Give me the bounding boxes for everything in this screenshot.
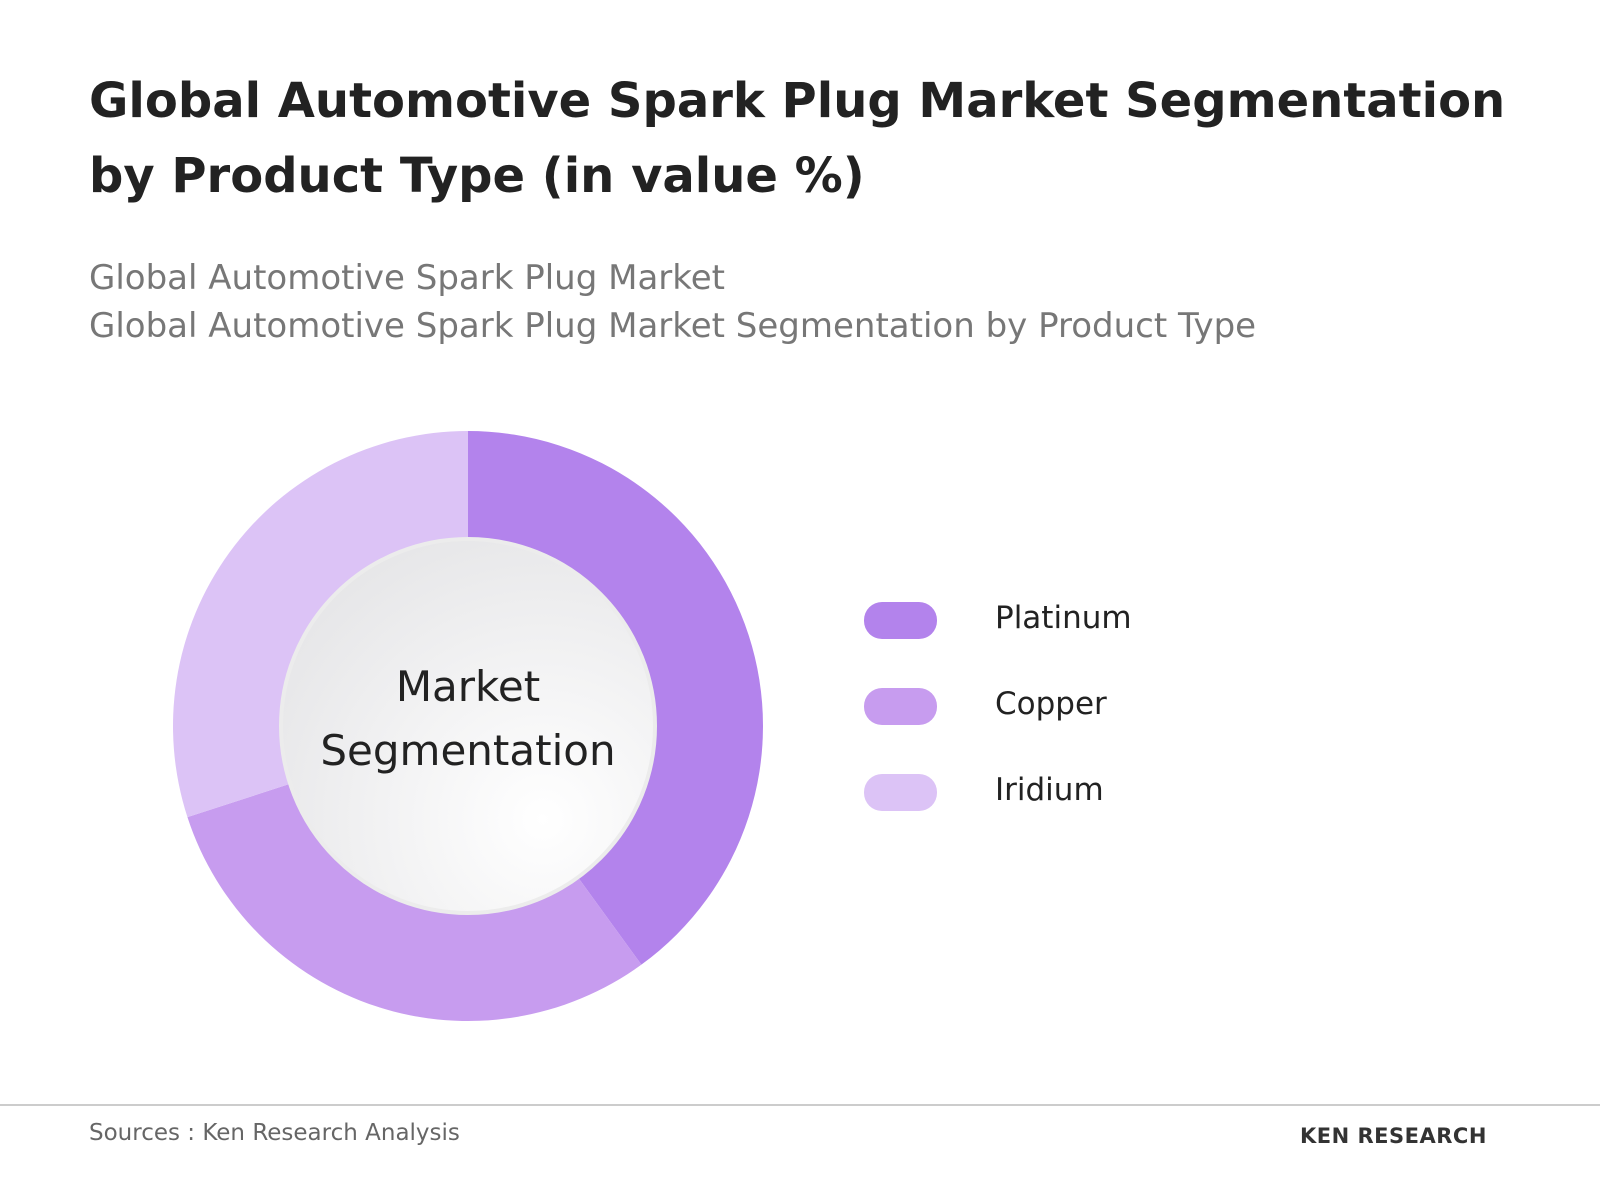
source: Sources : Ken Research Analysis bbox=[89, 1120, 460, 1146]
legend-label: Iridium bbox=[995, 772, 1104, 808]
legend-label: Platinum bbox=[995, 600, 1132, 636]
logo: KEN RESEARCH bbox=[1300, 1124, 1487, 1148]
donut bbox=[172, 431, 764, 1021]
subtitle: Global Automotive Spark Plug Market Segm… bbox=[89, 306, 1257, 346]
donut-segment bbox=[187, 783, 642, 1021]
legend-label: Copper bbox=[995, 686, 1107, 722]
legend-swatch bbox=[864, 774, 937, 811]
center-label: Market Segmentation bbox=[320, 662, 616, 775]
legend-swatch bbox=[864, 688, 937, 725]
donut-segment bbox=[172, 431, 468, 818]
subtitle: Global Automotive Spark Plug Market bbox=[89, 258, 725, 298]
donut-hole bbox=[279, 537, 657, 915]
donut-segment bbox=[468, 431, 764, 965]
divider bbox=[0, 1104, 1600, 1106]
legend-swatch bbox=[864, 602, 937, 639]
chart-title: Global Automotive Spark Plug Market Segm… bbox=[89, 73, 1506, 204]
